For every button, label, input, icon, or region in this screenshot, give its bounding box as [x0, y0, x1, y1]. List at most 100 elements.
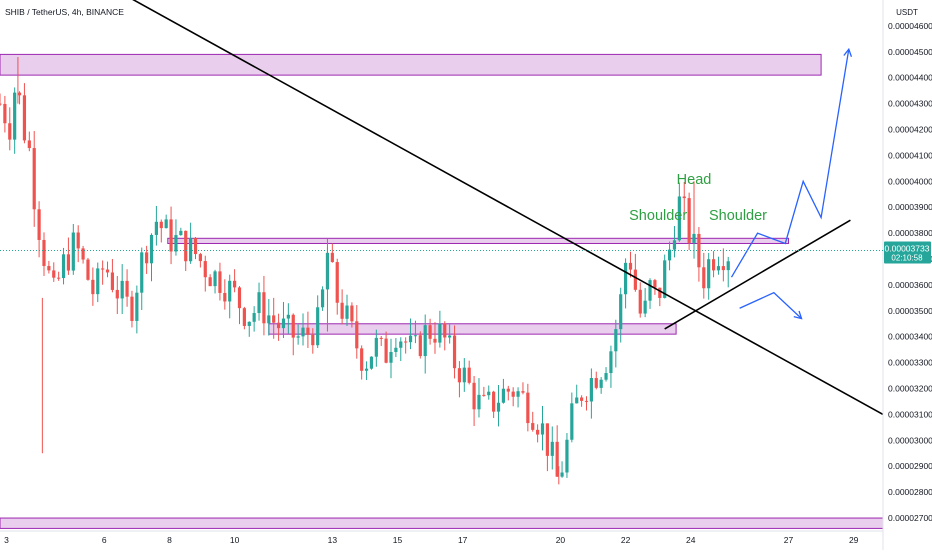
last-price-box — [884, 241, 931, 264]
candle-body — [3, 103, 7, 124]
candle-body — [247, 321, 251, 326]
candle-body — [276, 322, 281, 329]
y-tick-label: 0.00004400 — [888, 73, 932, 83]
candle-body — [711, 259, 716, 271]
candle-body — [189, 237, 193, 262]
candle-body — [291, 314, 295, 338]
candle-body — [594, 378, 598, 388]
candle-body — [350, 305, 354, 322]
x-tick-label: 15 — [393, 535, 403, 545]
candle-body — [345, 305, 349, 319]
y-tick-label: 0.00002900 — [888, 461, 932, 471]
candle-body — [726, 261, 730, 271]
pattern-label-1: Shoulder — [629, 208, 687, 224]
chart-title: SHIB / TetherUS, 4h, BINANCE — [5, 7, 124, 17]
candle-body — [663, 260, 667, 298]
candle-body — [262, 292, 266, 324]
candle-body — [472, 382, 476, 410]
candle-body — [462, 367, 466, 383]
candle-body — [438, 323, 442, 343]
candle-body — [487, 391, 491, 396]
candle-body — [589, 378, 593, 402]
time-axis[interactable]: 3 6 8 10 13 15 17 20 22 24 27 29 — [4, 535, 859, 545]
price-axis[interactable]: 0.00004600 0.00004500 0.00004400 0.00004300… — [888, 21, 932, 523]
candle-body — [174, 235, 178, 252]
candle-body — [360, 348, 364, 371]
candle-body — [208, 277, 212, 287]
y-tick-label: 0.00003400 — [888, 332, 932, 342]
candle-body — [52, 270, 56, 278]
candle-body — [311, 334, 315, 346]
projection-arrowhead-1 — [793, 310, 803, 320]
candle-body — [159, 221, 163, 229]
candle-body — [511, 391, 515, 397]
candle-body — [306, 327, 310, 335]
candle-body — [384, 338, 388, 363]
x-tick-label: 8 — [167, 535, 172, 545]
candle-body — [628, 262, 633, 270]
candle-body — [184, 230, 188, 262]
zone-0[interactable] — [0, 53, 822, 76]
candle-body — [423, 325, 427, 357]
candle-body — [672, 240, 677, 250]
candle-body — [677, 196, 681, 241]
candle-body — [179, 230, 183, 236]
candle-body — [57, 277, 61, 279]
zones-layer — [0, 53, 884, 529]
zone-3[interactable] — [0, 517, 884, 529]
candle-body — [61, 254, 66, 279]
candle-body — [702, 267, 706, 289]
candle-body — [496, 402, 501, 412]
candle-body — [374, 337, 378, 357]
candle-body — [692, 233, 696, 243]
x-tick-label: 24 — [686, 535, 696, 545]
candle-body — [71, 232, 75, 271]
last-price-countdown: 02:10:58 — [891, 253, 923, 262]
projection-path-0[interactable] — [730, 49, 850, 278]
y-tick-label: 0.00003600 — [888, 280, 932, 290]
candle-body — [232, 280, 237, 288]
candle-body — [286, 314, 290, 319]
candles-layer — [0, 56, 730, 485]
pattern-label-2: Shoulder — [709, 208, 767, 224]
candle-body — [96, 268, 100, 295]
candle-body — [614, 329, 618, 352]
candle-body — [135, 292, 139, 321]
candle-body — [653, 280, 657, 288]
candle-body — [467, 367, 471, 383]
candle-body — [721, 266, 725, 271]
candle-body — [379, 337, 383, 339]
candle-body — [120, 280, 124, 299]
candle-body — [0, 103, 2, 105]
candle-body — [355, 321, 359, 349]
last-price-value: 0.00003733 — [885, 243, 930, 253]
candle-body — [32, 148, 36, 210]
candle-body — [340, 302, 344, 319]
trendline-1[interactable] — [664, 219, 851, 330]
candle-body — [408, 335, 413, 343]
projection-path-1[interactable] — [739, 291, 802, 320]
zone-1[interactable] — [167, 237, 790, 244]
candle-body — [648, 280, 652, 301]
candle-body — [145, 252, 149, 264]
candle-body — [707, 259, 711, 289]
candle-body — [526, 392, 530, 424]
candle-body — [8, 123, 12, 140]
candle-body — [716, 266, 721, 271]
x-tick-label: 17 — [458, 535, 468, 545]
candle-body — [418, 335, 422, 357]
x-tick-label: 13 — [328, 535, 338, 545]
y-tick-label: 0.00003100 — [888, 409, 932, 419]
candle-body — [228, 280, 232, 302]
y-tick-label: 0.00003500 — [888, 306, 932, 316]
x-tick-label: 20 — [556, 535, 566, 545]
candle-body — [115, 289, 119, 299]
candle-body — [267, 315, 271, 324]
candle-body — [149, 234, 154, 264]
y-tick-label: 0.00003200 — [888, 384, 932, 394]
trendline-0[interactable] — [101, 0, 884, 416]
candle-body — [482, 394, 486, 396]
